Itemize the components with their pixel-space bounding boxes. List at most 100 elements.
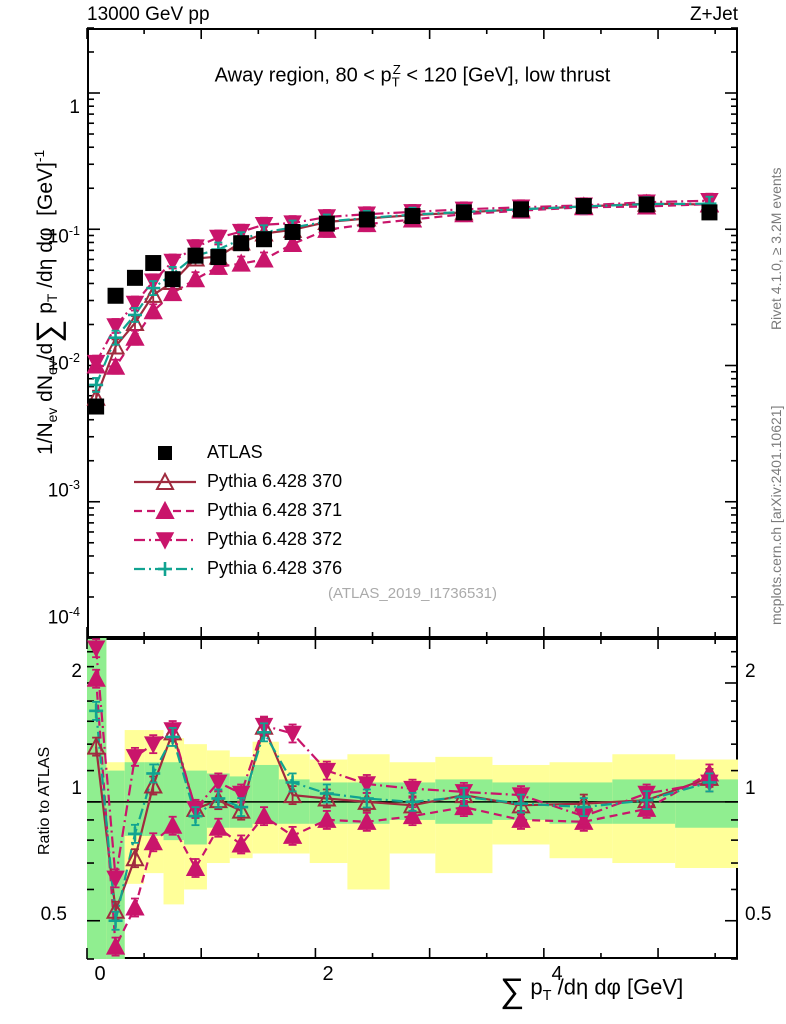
legend-item-atlas[interactable]: ATLAS <box>133 438 342 467</box>
data-marker <box>282 785 303 804</box>
data-marker <box>209 774 228 793</box>
data-marker <box>155 500 175 519</box>
data-marker <box>126 269 143 286</box>
data-marker <box>208 256 229 275</box>
y-tick-1e-4: 10-4 <box>47 605 80 629</box>
data-marker <box>105 936 126 955</box>
data-marker <box>185 857 206 877</box>
data-marker <box>106 318 125 336</box>
data-marker <box>125 327 145 346</box>
series-line <box>95 202 710 386</box>
data-marker <box>186 239 205 257</box>
legend-label-atlas: ATLAS <box>207 442 263 462</box>
data-marker <box>125 749 145 767</box>
legend-symbol-p376 <box>133 556 197 582</box>
data-marker <box>87 736 106 755</box>
data-marker <box>89 703 104 718</box>
data-marker <box>155 471 175 490</box>
data-marker <box>358 211 375 228</box>
data-marker <box>234 800 249 815</box>
x-tick-2: 2 <box>322 963 334 985</box>
legend-item-p376[interactable]: Pythia 6.428 376 <box>133 554 342 583</box>
data-marker <box>211 791 226 806</box>
legend-label-p376: Pythia 6.428 376 <box>207 558 343 578</box>
ratio-tick-2-left: 2 <box>71 661 82 682</box>
data-marker <box>106 870 125 888</box>
legend-item-p372[interactable]: Pythia 6.428 372 <box>133 525 342 554</box>
legend: ATLAS Pythia 6.428 370 Pythia 6.428 371 Pyt… <box>133 438 342 583</box>
y-tick-1e-1: 10-1 <box>47 224 80 248</box>
data-marker <box>575 198 592 215</box>
data-marker <box>284 223 301 240</box>
data-marker <box>257 725 272 740</box>
data-marker <box>513 201 529 218</box>
data-marker <box>231 785 251 804</box>
legend-item-p370[interactable]: Pythia 6.428 370 <box>133 467 342 496</box>
data-marker <box>317 809 337 828</box>
data-marker <box>185 269 206 288</box>
data-marker <box>108 913 123 928</box>
data-marker <box>319 786 334 801</box>
series-line <box>95 202 710 399</box>
data-marker <box>231 834 251 853</box>
legend-symbol-p372 <box>133 527 197 553</box>
data-marker <box>318 215 335 232</box>
legend-item-p371[interactable]: Pythia 6.428 371 <box>133 496 342 525</box>
data-marker <box>405 794 420 809</box>
data-marker <box>187 247 204 264</box>
y-tick-1e-2: 10-2 <box>47 351 80 375</box>
data-marker <box>155 531 175 550</box>
data-marker <box>158 445 172 460</box>
data-marker <box>146 766 161 781</box>
data-marker <box>162 282 183 302</box>
data-marker <box>105 356 126 375</box>
data-marker <box>188 809 203 824</box>
data-marker <box>233 235 250 252</box>
ratio-series-line <box>95 723 710 912</box>
ratio-tick-05-left: 0.5 <box>40 904 67 925</box>
data-marker <box>107 287 124 304</box>
data-marker <box>127 826 142 841</box>
data-marker <box>127 307 142 322</box>
data-marker <box>576 800 591 815</box>
data-marker <box>357 791 377 810</box>
data-marker <box>357 776 377 794</box>
data-marker <box>514 796 528 811</box>
data-marker <box>87 640 106 658</box>
data-marker <box>283 725 302 744</box>
legend-symbol-atlas <box>133 440 197 466</box>
data-marker <box>165 729 180 744</box>
legend-label-p372: Pythia 6.428 372 <box>207 529 343 549</box>
data-marker <box>89 377 104 392</box>
legend-symbol-p370 <box>133 469 197 495</box>
data-marker <box>208 817 229 836</box>
data-marker <box>455 204 472 221</box>
data-marker <box>158 561 172 576</box>
data-marker <box>456 789 471 804</box>
ratio-tick-05-right: 0.5 <box>745 904 772 925</box>
data-marker <box>702 775 717 790</box>
data-marker <box>162 815 183 834</box>
data-marker <box>88 398 105 415</box>
ratio-inner-band <box>144 762 164 836</box>
data-marker <box>108 330 123 345</box>
data-marker <box>87 668 106 687</box>
data-marker <box>231 800 251 819</box>
legend-label-p370: Pythia 6.428 370 <box>207 471 343 491</box>
header-process-label: Z+Jet <box>689 4 738 25</box>
data-marker <box>231 253 251 272</box>
data-marker <box>357 811 377 830</box>
data-marker <box>282 233 303 252</box>
data-marker <box>254 249 274 268</box>
data-marker <box>86 354 106 373</box>
data-marker <box>125 848 145 867</box>
data-marker <box>145 255 162 272</box>
ratio-tick-1-right: 1 <box>745 778 756 799</box>
data-marker <box>404 208 421 225</box>
legend-label-p371: Pythia 6.428 371 <box>207 500 343 520</box>
y-tick-1: 1 <box>69 97 80 118</box>
data-marker <box>143 832 163 851</box>
data-marker <box>254 806 274 825</box>
data-marker <box>511 809 531 828</box>
